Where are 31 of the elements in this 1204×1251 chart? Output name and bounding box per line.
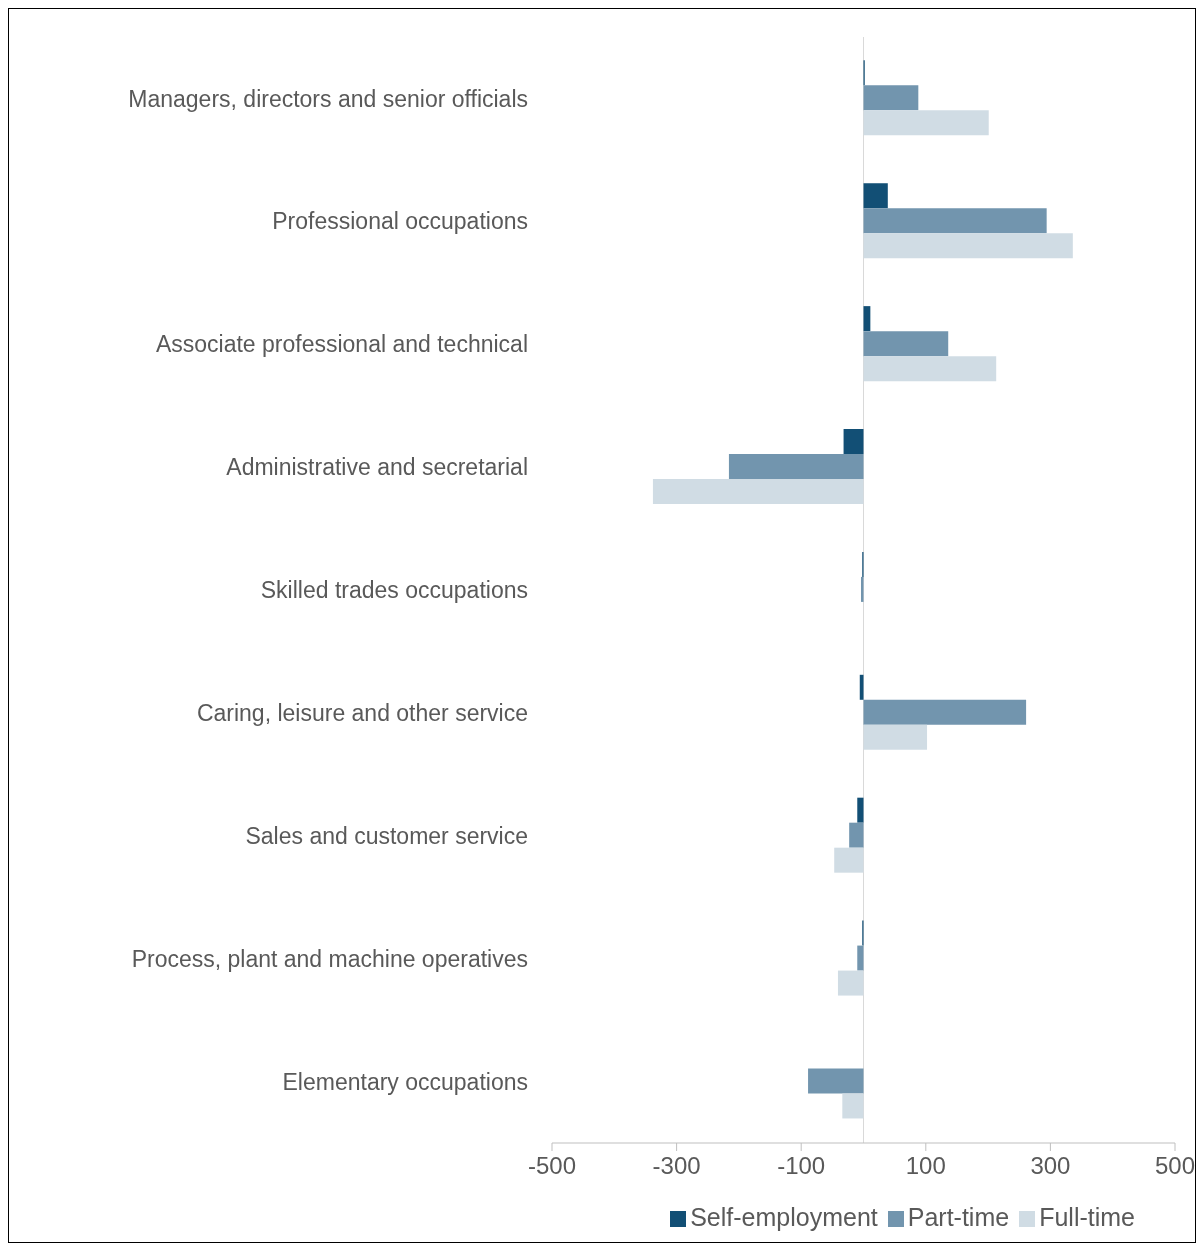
y-tick-label: Managers, directors and senior officials xyxy=(128,85,528,112)
bar xyxy=(861,576,864,602)
bar xyxy=(857,945,864,971)
y-tick-label: Caring, leisure and other service xyxy=(196,700,528,727)
x-tick-label: 300 xyxy=(1030,1152,1071,1180)
bar xyxy=(728,454,864,480)
x-tick-label: 500 xyxy=(1154,1152,1196,1180)
y-tick-label: Elementary occupations xyxy=(282,1068,528,1095)
legend-label: Self-employment xyxy=(690,1203,878,1231)
legend-label: Part-time xyxy=(907,1203,1010,1231)
x-tick-label: -300 xyxy=(652,1152,701,1180)
y-tick-label: Professional occupations xyxy=(272,208,528,235)
legend-label: Full-time xyxy=(1039,1203,1135,1231)
bar xyxy=(859,674,864,700)
bar xyxy=(863,85,919,111)
x-tick-label: -500 xyxy=(527,1152,577,1180)
bar xyxy=(808,1068,864,1094)
bar xyxy=(863,331,949,357)
y-tick-label: Process, plant and machine operatives xyxy=(131,945,528,972)
bar xyxy=(857,797,864,823)
y-tick-label: Administrative and secretarial xyxy=(226,454,528,481)
y-tick-label: Skilled trades occupations xyxy=(260,577,528,604)
bar xyxy=(863,699,1027,725)
y-tick-label: Sales and customer service xyxy=(245,822,528,849)
bar xyxy=(863,208,1047,234)
bar xyxy=(849,822,864,848)
y-tick-label: Associate professional and technical xyxy=(155,331,528,358)
bar xyxy=(843,429,864,455)
x-tick-label: 100 xyxy=(905,1152,946,1180)
bar xyxy=(863,183,888,209)
x-tick-label: -100 xyxy=(777,1152,826,1180)
